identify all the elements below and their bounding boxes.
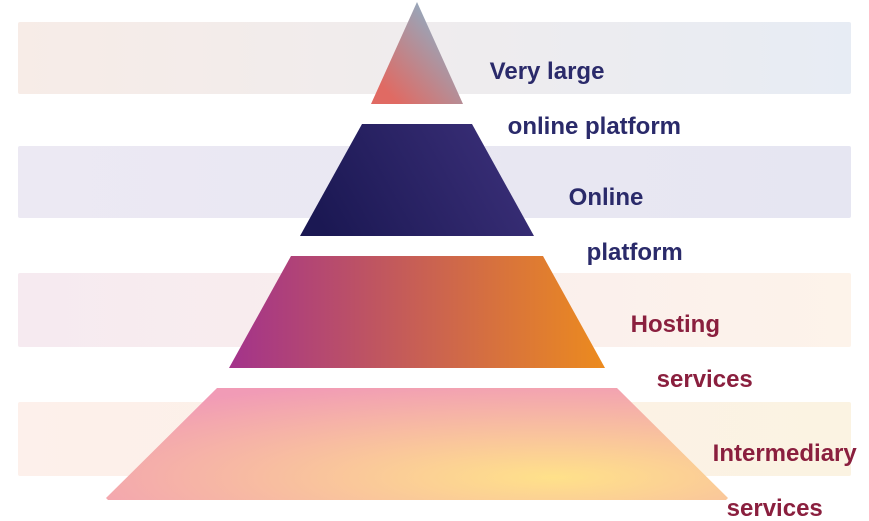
label-level-1: Intermediary services	[686, 412, 857, 521]
label-level-1-line2: services	[713, 495, 823, 521]
label-level-3: Online platform	[542, 156, 683, 294]
label-level-2-line2: services	[631, 366, 753, 393]
label-level-3-line2: platform	[569, 239, 683, 266]
label-level-3-line1: Online	[569, 184, 644, 211]
label-level-4-line2: online platform	[490, 113, 681, 140]
label-level-1-line1: Intermediary	[713, 440, 857, 467]
band-level-4	[18, 22, 851, 94]
label-level-4-line1: Very large	[490, 58, 605, 85]
label-level-2: Hosting services	[604, 283, 753, 421]
label-level-4: Very large online platform	[463, 30, 681, 168]
label-level-2-line1: Hosting	[631, 311, 720, 338]
band-level-3	[18, 146, 851, 218]
pyramid-diagram: Very large online platform Online platfo…	[0, 0, 869, 521]
